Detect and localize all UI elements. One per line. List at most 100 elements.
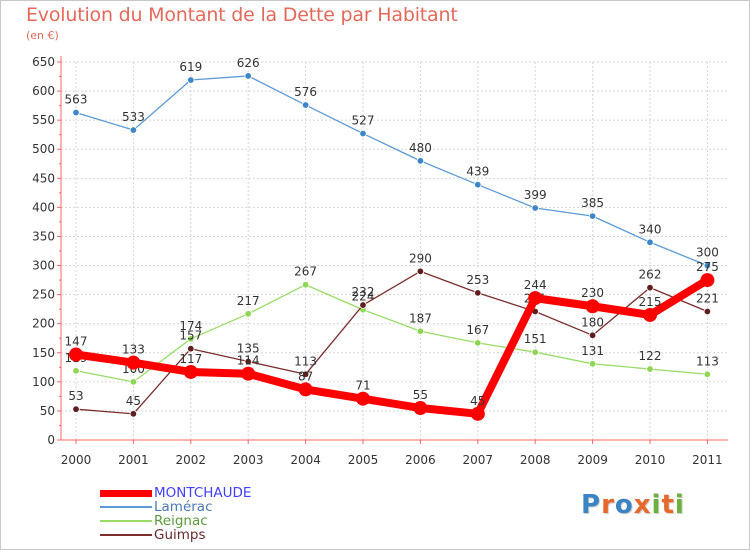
legend-label: Lamérac: [154, 499, 213, 515]
data-label: 113: [696, 354, 719, 368]
data-point: [129, 378, 138, 386]
data-label: 399: [524, 188, 547, 202]
series-line: [75, 276, 710, 418]
data-label: 215: [639, 295, 662, 309]
data-label: 217: [237, 294, 260, 308]
data-label: 230: [581, 286, 604, 300]
y-tick-label: 100: [32, 375, 55, 389]
x-tick-label: 2010: [635, 453, 666, 467]
data-label: 135: [237, 341, 260, 355]
series-line: [75, 270, 708, 415]
data-point: [528, 291, 543, 306]
y-tick-label: 650: [32, 55, 55, 69]
data-label: 300: [696, 246, 719, 260]
data-label: 45: [470, 394, 485, 408]
data-label: 187: [409, 311, 432, 325]
data-label: 290: [409, 251, 432, 265]
data-point: [301, 281, 310, 289]
series-line: [75, 284, 708, 383]
data-point: [416, 327, 425, 335]
data-point: [69, 347, 83, 362]
data-label: 113: [294, 354, 317, 368]
data-point: [72, 108, 80, 117]
data-label: 117: [179, 352, 202, 366]
data-label: 114: [237, 354, 260, 368]
y-tick-label: 550: [32, 113, 55, 127]
data-label: 224: [352, 290, 375, 304]
legend-swatch: [100, 489, 152, 497]
data-point: [356, 391, 370, 406]
data-label: 563: [65, 93, 88, 107]
data-label: 133: [122, 343, 145, 357]
data-label: 267: [294, 265, 317, 279]
data-label: 232: [352, 285, 375, 299]
chart-subtitle: (en €): [26, 29, 59, 42]
data-point: [244, 357, 252, 366]
x-tick-label: 2009: [577, 453, 608, 467]
x-tick-label: 2007: [463, 453, 494, 467]
data-label: 244: [524, 278, 547, 292]
data-point: [301, 101, 310, 109]
data-point: [646, 283, 654, 292]
data-point: [643, 307, 657, 322]
chart-title: Evolution du Montant de la Dette par Hab…: [26, 4, 458, 26]
legend-item: Reignac: [100, 514, 208, 528]
y-tick-label: 0: [47, 433, 55, 447]
legend-item: MONTCHAUDE: [100, 486, 251, 500]
data-point: [359, 129, 367, 138]
data-label: 576: [294, 85, 317, 99]
data-point: [588, 212, 597, 220]
legend-swatch: [100, 520, 152, 522]
x-tick-label: 2000: [61, 453, 92, 467]
data-label: 527: [352, 114, 375, 128]
proxiti-logo: Proxiti: [581, 490, 685, 520]
data-label: 45: [126, 394, 141, 408]
data-label: 87: [298, 369, 313, 383]
data-point: [129, 126, 138, 134]
y-tick-label: 250: [32, 288, 55, 302]
data-point: [183, 364, 198, 379]
y-tick-label: 400: [32, 200, 55, 214]
x-tick-label: 2003: [233, 453, 264, 467]
legend-swatch: [100, 506, 152, 508]
data-point: [646, 365, 654, 373]
data-label: 619: [179, 60, 202, 74]
data-point: [531, 348, 539, 356]
data-point: [646, 238, 654, 246]
data-label: 340: [639, 222, 662, 236]
y-tick-label: 150: [32, 346, 55, 360]
y-tick-label: 50: [40, 404, 55, 418]
x-tick-label: 2005: [348, 453, 379, 467]
data-label: 180: [581, 315, 604, 329]
data-point: [474, 181, 482, 189]
data-label: 221: [696, 291, 719, 305]
data-label: 174: [179, 319, 202, 333]
legend-label: Guimps: [154, 527, 206, 543]
x-tick-label: 2008: [520, 453, 551, 467]
data-label: 157: [179, 329, 202, 343]
legend-item: Guimps: [100, 528, 206, 542]
data-label: 385: [581, 196, 604, 210]
series-line: [75, 75, 708, 267]
data-point: [703, 307, 712, 316]
legend-label: Reignac: [154, 513, 208, 529]
data-point: [129, 410, 138, 418]
data-point: [244, 72, 252, 80]
data-label: 55: [413, 388, 428, 402]
data-label: 122: [639, 349, 662, 363]
data-point: [588, 331, 597, 340]
legend-item: Lamérac: [100, 500, 213, 514]
y-tick-label: 200: [32, 317, 55, 331]
data-point: [298, 382, 313, 397]
data-point: [187, 76, 195, 84]
x-tick-label: 2001: [118, 453, 149, 467]
data-label: 439: [466, 165, 489, 179]
data-point: [301, 370, 310, 378]
data-point: [700, 273, 715, 288]
legend-label: MONTCHAUDE: [154, 485, 252, 501]
data-point: [474, 289, 482, 297]
y-tick-label: 450: [32, 171, 55, 185]
data-label: 167: [466, 323, 489, 337]
data-point: [359, 301, 367, 309]
